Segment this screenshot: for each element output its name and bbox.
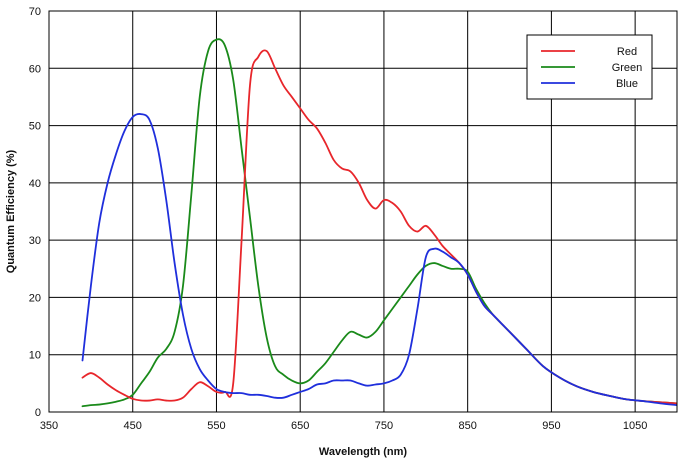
y-tick-label: 30 xyxy=(29,235,41,247)
legend: Red Green Blue xyxy=(526,34,653,100)
x-tick-label: 750 xyxy=(375,420,393,432)
y-tick-label: 60 xyxy=(29,63,41,75)
y-tick-label: 50 xyxy=(29,121,41,133)
y-axis-title: Quantum Efficiency (%) xyxy=(5,149,17,273)
x-tick-label: 650 xyxy=(291,420,309,432)
series-line-red xyxy=(81,49,677,405)
y-tick-label: 10 xyxy=(29,350,41,362)
tick-labels: 350 450 550 650 750 850 950 1050 0 10 20 30 40 50 60 70 xyxy=(29,6,648,432)
series-line-blue xyxy=(81,113,677,407)
x-tick-label: 1050 xyxy=(623,420,647,432)
legend-label-green: Green xyxy=(612,62,643,74)
y-tick-label: 70 xyxy=(29,6,41,18)
x-tick-label: 550 xyxy=(207,420,225,432)
plot-frame xyxy=(48,10,678,413)
legend-label-blue: Blue xyxy=(616,78,638,90)
grid xyxy=(48,10,677,413)
y-tick-label: 40 xyxy=(29,178,41,190)
x-tick-label: 850 xyxy=(458,420,476,432)
series-layer xyxy=(81,38,677,408)
y-tick-label: 0 xyxy=(35,407,41,419)
legend-label-red: Red xyxy=(617,46,637,58)
x-tick-label: 950 xyxy=(542,420,560,432)
x-tick-label: 450 xyxy=(124,420,142,432)
x-tick-label: 350 xyxy=(40,420,58,432)
x-axis-title: Wavelength (nm) xyxy=(319,446,408,458)
y-tick-label: 20 xyxy=(29,292,41,304)
